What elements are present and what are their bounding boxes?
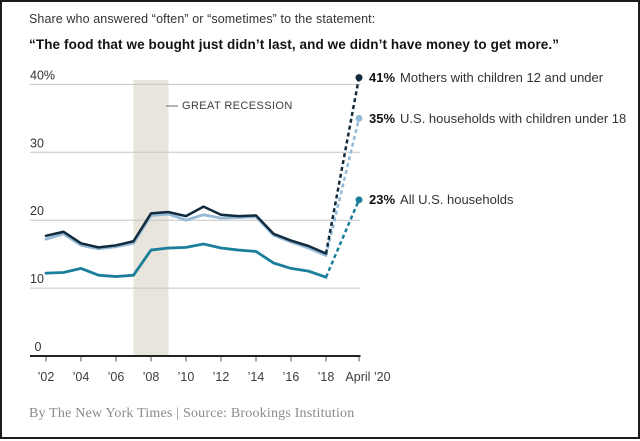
x-tick-label: ’10	[178, 370, 195, 384]
x-tick-label: ’08	[143, 370, 160, 384]
y-axis-label: 30	[30, 136, 44, 150]
projection-dashed-line-0	[324, 77, 361, 254]
x-tick-label: ’04	[73, 370, 90, 384]
series-line-0	[44, 205, 328, 255]
callout-all-households-label: All U.S. households	[400, 192, 514, 207]
x-tick-label: ’06	[108, 370, 125, 384]
chart-statement-quote: “The food that we bought just didn’t las…	[29, 37, 560, 52]
callout-all-households: 23% All U.S. households	[369, 192, 513, 207]
projection-dashed-line-1	[324, 118, 361, 256]
series-line-2	[44, 242, 328, 279]
y-axis-label: 10	[30, 272, 44, 286]
series-line-1	[44, 212, 328, 257]
callout-households-children-value: 35%	[369, 111, 396, 126]
y-axis-label: 40%	[30, 68, 55, 82]
april-2020-dot-2	[355, 196, 363, 204]
callout-mothers: 41% Mothers with children 12 and under	[369, 70, 603, 85]
callout-households-children: 35% U.S. households with children under 1…	[369, 111, 626, 126]
x-tick-label-april: April ’20	[345, 370, 390, 384]
x-tick-label: ’12	[213, 370, 230, 384]
great-recession-annotation: GREAT RECESSION	[182, 100, 293, 112]
y-axis-label: 20	[30, 204, 44, 218]
projection-dashed-line-2	[324, 199, 361, 278]
april-2020-dot-1	[355, 114, 363, 122]
callout-all-households-value: 23%	[369, 192, 396, 207]
callout-mothers-label: Mothers with children 12 and under	[400, 70, 604, 85]
callout-households-children-label: U.S. households with children under 18	[400, 111, 627, 126]
callout-mothers-value: 41%	[369, 70, 396, 85]
x-tick-label: ’16	[283, 370, 300, 384]
x-tick-label: ’18	[318, 370, 335, 384]
x-tick-label: ’02	[38, 370, 55, 384]
byline-source-credit: By The New York Times | Source: Brooking…	[29, 406, 355, 421]
y-axis-label: 0	[35, 340, 42, 354]
april-2020-dot-0	[355, 74, 363, 82]
chart-kicker-text: Share who answered “often” or “sometimes…	[29, 12, 376, 26]
x-tick-label: ’14	[248, 370, 265, 384]
